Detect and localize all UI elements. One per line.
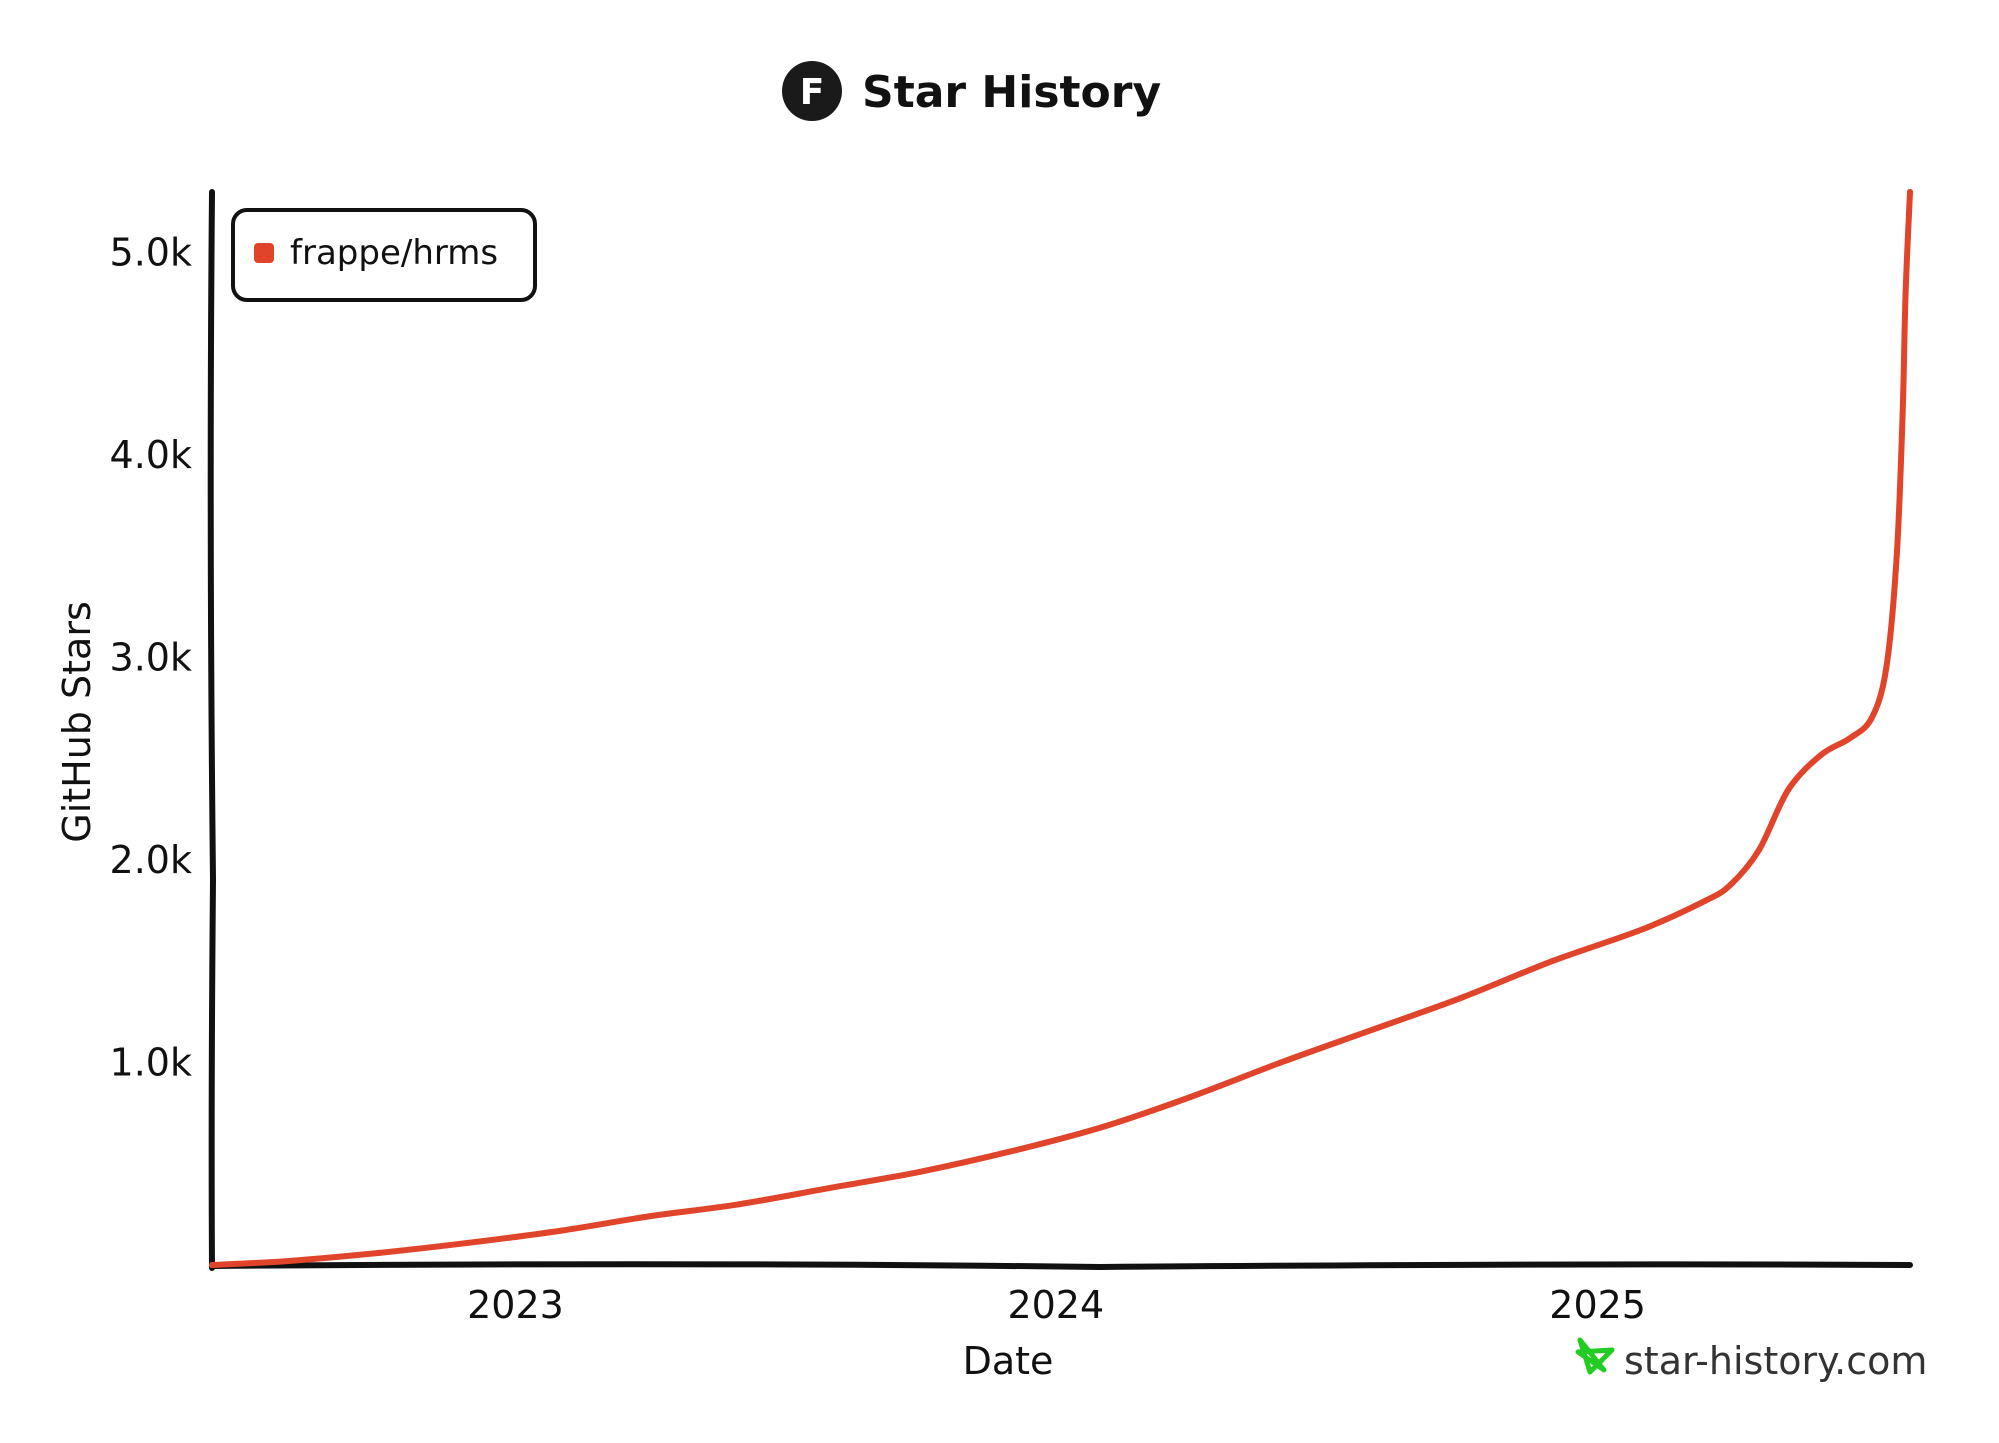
x-tick-label: 2025 (1549, 1283, 1646, 1327)
series-point (376, 1249, 383, 1256)
watermark[interactable]: star-history.com (1575, 1337, 1927, 1383)
x-tick-label: 2024 (1007, 1283, 1104, 1327)
series-point (645, 1213, 652, 1220)
series-point (1006, 1148, 1013, 1155)
series-point (466, 1239, 473, 1246)
series-point (1727, 881, 1734, 888)
legend-box (231, 208, 537, 302)
series-point (1902, 290, 1909, 297)
series-point (1368, 1027, 1375, 1034)
y-axis-title: GitHub Stars (55, 601, 99, 843)
y-axis-line (207, 189, 217, 1271)
x-axis-title: Date (963, 1339, 1054, 1383)
series-point (1640, 925, 1647, 932)
series-point (916, 1168, 923, 1175)
legend[interactable]: frappe/hrms (231, 208, 537, 302)
series-point (1785, 786, 1792, 793)
y-tick-label: 5.0k (110, 231, 192, 275)
y-tick-labels: 1.0k 2.0k 3.0k 4.0k 5.0k (110, 231, 192, 1085)
series-layer (209, 189, 1913, 1268)
series-point (558, 1227, 565, 1234)
chart-title: F Star History (782, 61, 1161, 121)
series-point (1846, 735, 1853, 742)
series-point (1548, 958, 1555, 965)
series-point (1899, 411, 1906, 418)
y-tick-label: 3.0k (110, 636, 192, 680)
series-point (1883, 664, 1890, 671)
star-icon (1575, 1337, 1615, 1375)
series-point (1907, 189, 1913, 195)
x-axis-line (209, 1261, 1913, 1271)
series-point (1458, 994, 1465, 1001)
series-point (1187, 1094, 1194, 1100)
series-point (1893, 553, 1900, 560)
series-point (736, 1201, 742, 1208)
series-point (209, 1262, 215, 1268)
series-point (1098, 1124, 1105, 1131)
series-point (1868, 715, 1875, 722)
x-tick-labels: 2023 2024 2025 (467, 1283, 1646, 1327)
series-point (1818, 751, 1825, 758)
y-tick-label: 4.0k (110, 433, 192, 477)
series-point (826, 1185, 833, 1192)
watermark-text: star-history.com (1624, 1339, 1927, 1383)
y-tick-label: 1.0k (110, 1041, 192, 1085)
x-tick-label: 2023 (467, 1283, 564, 1327)
y-tick-label: 2.0k (110, 838, 192, 882)
series-line (209, 189, 1913, 1268)
series-point (1756, 847, 1762, 853)
legend-swatch (254, 243, 274, 263)
chart-title-text: Star History (862, 67, 1161, 118)
series-point (1702, 897, 1709, 904)
logo-letter: F (800, 72, 825, 113)
legend-label: frappe/hrms (290, 233, 498, 273)
series-point (1277, 1059, 1284, 1066)
series-point (286, 1258, 292, 1264)
logo-icon: F (782, 61, 842, 121)
